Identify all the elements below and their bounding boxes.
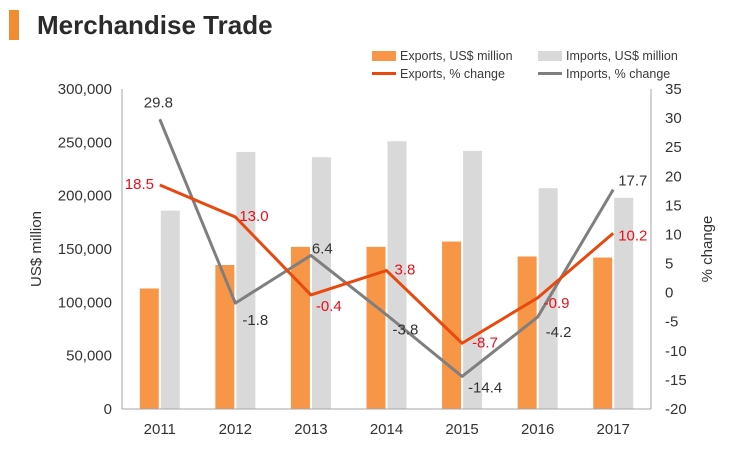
- exports-bar: [442, 241, 462, 409]
- legend-item-imports-usd: Imports, US$ million: [538, 48, 702, 63]
- legend: Exports, US$ million Imports, US$ millio…: [372, 48, 702, 81]
- imports-bar: [236, 151, 256, 409]
- legend-label-exports-usd: Exports, US$ million: [400, 48, 513, 63]
- exports-pct-line: [159, 183, 615, 345]
- exports-pct-data-label: -8.7: [472, 334, 498, 351]
- y2-tick-label: 15: [665, 197, 682, 214]
- exports-pct-data-label: -0.4: [316, 298, 342, 315]
- x-tick-label: 2013: [294, 421, 327, 438]
- y2-tick-label: 5: [665, 256, 673, 273]
- y-tick-label: 0: [104, 401, 112, 418]
- exports-pct-data-label: 13.0: [239, 208, 268, 225]
- imports-pct-data-label: -14.4: [468, 379, 502, 396]
- exports-pct-data-label: 10.2: [618, 227, 647, 244]
- legend-swatch-exports-bar: [372, 50, 396, 61]
- y-tick-label: 100,000: [58, 294, 112, 311]
- title-bar: Merchandise Trade: [0, 8, 273, 42]
- x-tick-label: 2015: [445, 421, 478, 438]
- y-axis-label: US$ million: [28, 211, 45, 287]
- legend-label-imports-usd: Imports, US$ million: [566, 48, 678, 63]
- y2-tick-label: -10: [665, 343, 687, 360]
- title-accent-bar: [9, 10, 19, 40]
- x-tick-label: 2011: [144, 421, 176, 438]
- y-tick-label: 300,000: [58, 81, 112, 98]
- y2-tick-label: 20: [665, 168, 682, 185]
- exports-bar: [366, 246, 386, 409]
- legend-item-imports-pct: Imports, % change: [538, 66, 702, 81]
- imports-bar: [311, 157, 331, 409]
- exports-pct-data-label: -0.9: [544, 295, 570, 312]
- x-tick-label: 2012: [219, 421, 252, 438]
- imports-pct-data-label: 17.7: [618, 173, 647, 190]
- exports-bar: [290, 246, 310, 409]
- exports-pct-data-label: 18.5: [125, 176, 154, 193]
- imports-pct-data-label: 6.4: [312, 240, 333, 257]
- y2-tick-label: -15: [665, 372, 687, 389]
- y-tick-label: 50,000: [66, 348, 112, 365]
- imports-pct-data-label: -1.8: [242, 312, 268, 329]
- y2-tick-label: 35: [665, 81, 682, 98]
- imports-pct-data-label: -4.2: [546, 324, 572, 341]
- y2-tick-label: -5: [665, 314, 678, 331]
- imports-bar: [387, 141, 407, 409]
- y2-tick-label: 10: [665, 226, 682, 243]
- y-tick-label: 150,000: [58, 241, 112, 258]
- chart-title: Merchandise Trade: [37, 9, 273, 40]
- y2-axis-label: % change: [699, 216, 716, 283]
- imports-bar: [614, 197, 634, 409]
- exports-bar: [517, 256, 537, 409]
- y-tick-label: 200,000: [58, 188, 112, 205]
- legend-swatch-imports-bar: [538, 50, 562, 61]
- legend-swatch-exports-line: [372, 72, 396, 75]
- legend-swatch-imports-line: [538, 72, 562, 75]
- y2-tick-label: 30: [665, 110, 682, 127]
- legend-label-imports-pct: Imports, % change: [566, 66, 671, 81]
- y2-tick-label: 25: [665, 139, 682, 156]
- y2-tick-label: 0: [665, 285, 673, 302]
- y-tick-label: 250,000: [58, 134, 112, 151]
- imports-pct-data-label: -3.8: [393, 322, 419, 339]
- imports-bar: [160, 210, 180, 409]
- exports-bar: [215, 265, 235, 409]
- legend-label-exports-pct: Exports, % change: [400, 66, 505, 81]
- y2-tick-label: -20: [665, 401, 687, 418]
- imports-pct-data-label: 29.8: [144, 94, 173, 111]
- exports-bar: [139, 288, 159, 409]
- x-tick-label: 2017: [597, 421, 630, 438]
- legend-item-exports-pct: Exports, % change: [372, 66, 538, 81]
- x-tick-label: 2014: [370, 421, 403, 438]
- imports-bar: [463, 150, 483, 409]
- exports-pct-data-label: 3.8: [395, 262, 416, 279]
- exports-bar: [593, 257, 613, 409]
- x-tick-label: 2016: [521, 421, 554, 438]
- imports-pct-line: [158, 118, 615, 378]
- legend-item-exports-usd: Exports, US$ million: [372, 48, 538, 63]
